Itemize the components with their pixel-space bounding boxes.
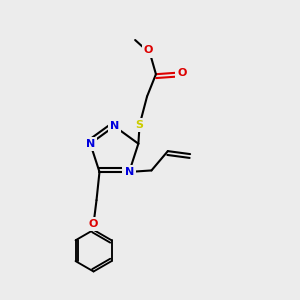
- Text: O: O: [177, 68, 187, 78]
- Text: N: N: [86, 139, 95, 149]
- Text: N: N: [110, 121, 119, 131]
- Text: O: O: [144, 45, 153, 56]
- Text: N: N: [124, 167, 134, 177]
- Text: O: O: [89, 219, 98, 229]
- Text: S: S: [136, 120, 144, 130]
